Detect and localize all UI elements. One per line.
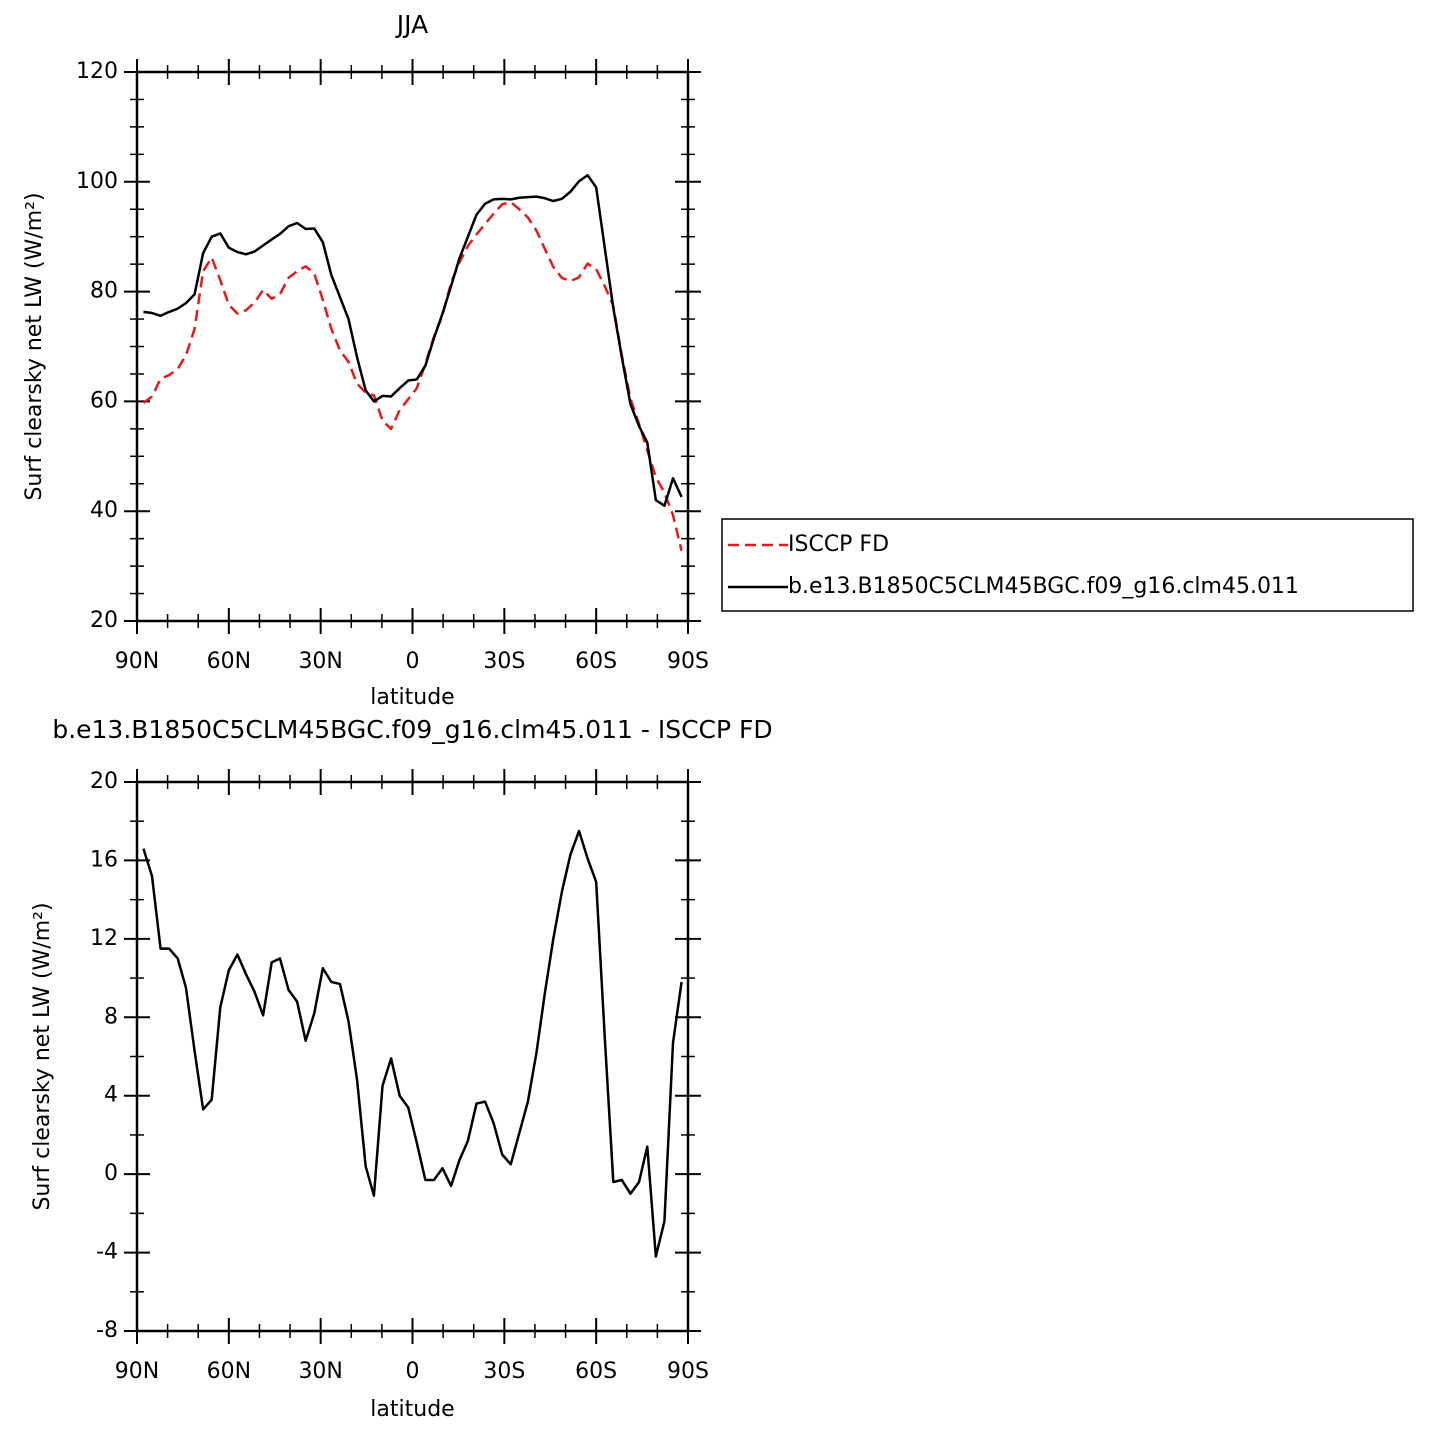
y-tick-label: 120 <box>76 59 118 84</box>
y-tick-label: 40 <box>90 498 118 523</box>
chart-title: b.e13.B1850C5CLM45BGC.f09_g16.clm45.011 … <box>52 715 772 744</box>
x-axis-label: latitude <box>370 685 454 710</box>
y-tick-label: 80 <box>90 279 118 304</box>
x-tick-label: 30S <box>483 649 525 674</box>
x-tick-label: 30N <box>298 649 342 674</box>
y-tick-label: 0 <box>104 1161 118 1186</box>
legend-label: b.e13.B1850C5CLM45BGC.f09_g16.clm45.011 <box>788 574 1299 599</box>
data-line <box>142 829 683 1258</box>
x-tick-label: 0 <box>406 649 420 674</box>
y-tick-label: 20 <box>90 608 118 633</box>
y-tick-label: -8 <box>96 1318 118 1343</box>
x-tick-label: 60S <box>575 1359 617 1384</box>
y-tick-label: 60 <box>90 388 118 413</box>
x-tick-label: 90N <box>115 649 159 674</box>
y-tick-label: 4 <box>104 1083 118 1108</box>
y-tick-label: 20 <box>90 769 118 794</box>
x-tick-label: 90S <box>667 649 709 674</box>
legend-box <box>721 518 1414 612</box>
y-tick-label: -4 <box>96 1240 118 1265</box>
y-tick-label: 8 <box>104 1004 118 1029</box>
x-axis-label: latitude <box>370 1397 454 1422</box>
legend-label: ISCCP FD <box>788 532 889 557</box>
plot-frame <box>135 70 690 623</box>
x-tick-label: 60N <box>207 649 251 674</box>
x-tick-label: 90N <box>115 1359 159 1384</box>
y-axis-label: Surf clearsky net LW (W/m²) <box>22 192 47 500</box>
x-tick-label: 90S <box>667 1359 709 1384</box>
y-tick-label: 16 <box>90 847 118 872</box>
data-line <box>143 173 683 507</box>
x-tick-label: 60S <box>575 649 617 674</box>
data-line <box>142 200 683 552</box>
y-tick-label: 100 <box>76 169 118 194</box>
x-tick-label: 60N <box>207 1359 251 1384</box>
y-tick-label: 12 <box>90 926 118 951</box>
y-axis-label: Surf clearsky net LW (W/m²) <box>30 902 55 1210</box>
x-tick-label: 30S <box>483 1359 525 1384</box>
chart-title: JJA <box>395 10 428 39</box>
x-tick-label: 30N <box>298 1359 342 1384</box>
x-tick-label: 0 <box>406 1359 420 1384</box>
